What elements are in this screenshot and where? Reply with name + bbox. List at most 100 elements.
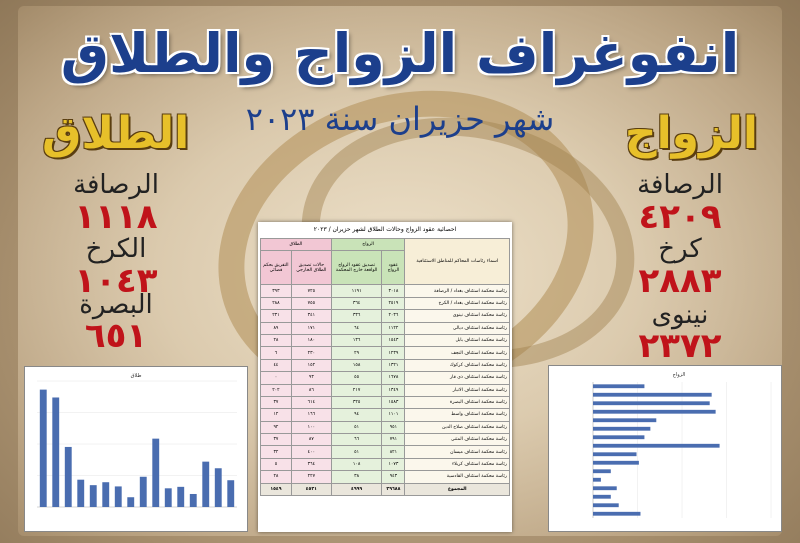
- cell-dr: ٣٦٤: [290, 457, 332, 472]
- cell-mr: ٣٨: [330, 470, 383, 484]
- divorce-chart-bar: [77, 479, 85, 507]
- cell-name: رئاسة محكمة استئناف كربلاء: [404, 457, 510, 472]
- page-title: انفوغراف الزواج والطلاق: [60, 22, 740, 85]
- marriage-heading: الزواج: [624, 108, 758, 159]
- cell-m: ٩٥١: [381, 420, 406, 435]
- divorce-chart-title: طلاق: [131, 373, 142, 379]
- table-title: احصائية عقود الزواج وحالات الطلاق لشهر ح…: [260, 224, 510, 238]
- group-divorce-header: الطلاق: [260, 237, 332, 252]
- col-marriage-contracts: عقود الزواج: [381, 250, 406, 286]
- divorce-heading: الطلاق: [42, 108, 190, 159]
- cell-m: ١٥٤٣: [381, 333, 406, 348]
- cell-name: رئاسة محكمة استئناف بغداد / الرصافة: [404, 284, 510, 298]
- cell-dc: ٢٨: [260, 333, 292, 348]
- table-row: رئاسة محكمة استئناف الانبار ١٣٤٩ ٢١٧ ٨٦ ٢٠٢: [260, 383, 510, 397]
- marriage-value-2: ٢٨٨٣: [638, 261, 722, 301]
- cell-dc: ١٥٤٩: [260, 482, 292, 497]
- cell-dr: ١٦٦: [290, 408, 332, 422]
- cell-dc: ٤٤: [260, 358, 292, 373]
- cell-name: رئاسة محكمة استئناف الانبار: [404, 383, 510, 397]
- cell-mr: ١٣٦: [330, 333, 383, 348]
- cell-m: ١٢٣٩: [381, 346, 406, 360]
- cell-dr: ٤٠٠: [290, 445, 332, 459]
- divorce-chart-bar: [152, 438, 160, 507]
- cell-m: ١١٢٢: [381, 321, 406, 335]
- cell-dr: ٣٤١: [290, 309, 332, 323]
- cell-dr: ٤٥٣١: [290, 482, 332, 497]
- divorce-value-3: ٦٥١: [84, 316, 148, 356]
- cell-dr: ١٨٠: [290, 333, 332, 348]
- marriage-chart-bar: [593, 486, 617, 491]
- marriage-value-1: ٤٢٠٩: [638, 197, 722, 237]
- divorce-chart-bar: [39, 389, 47, 507]
- cell-dr: ١٧١: [290, 321, 332, 335]
- cell-dc: ٠: [260, 371, 292, 385]
- cell-m: ١٠٧٣: [381, 457, 406, 472]
- cell-m: ١٣٢١: [381, 358, 406, 373]
- marriage-chart-title: الزواج: [673, 372, 686, 378]
- table-row: رئاسة محكمة استئناف بغداد / الكرخ ٢٥١٩ ٣٦٤…: [260, 296, 510, 311]
- divorce-chart-bar: [102, 482, 110, 507]
- cell-mr: ٦٤: [330, 321, 383, 335]
- table-row: رئاسة محكمة استئناف ذي قار ١٦٧٨ ٥٥ ٩٣ ٠: [260, 371, 510, 385]
- marriage-chart-bar: [593, 511, 641, 516]
- cell-dr: ٧٢٥: [290, 284, 332, 298]
- cell-mr: ٥١: [330, 420, 383, 435]
- divorce-value-2: ١٠٤٣: [74, 261, 158, 301]
- cell-m: ٣٠١٨: [381, 284, 406, 298]
- cell-dc: ٣٧: [260, 395, 292, 410]
- table-row: رئاسة محكمة استئناف صلاح الدين ٩٥١ ٥١ ١٠٠ ٩٢: [260, 420, 510, 435]
- marriage-chart-bar: [593, 460, 639, 465]
- cell-dc: ٣٩٣: [260, 284, 292, 298]
- cell-name: رئاسة محكمة استئناف البصرة: [404, 395, 510, 410]
- table-row: رئاسة محكمة استئناف البصرة ١٥٨٣ ٣٢٥ ٦١٤ ٣٧: [260, 395, 510, 410]
- cell-m: ١١٠١: [381, 408, 406, 422]
- marriage-chart-bar: [593, 469, 611, 474]
- cell-m: ٨٢١: [381, 445, 406, 459]
- marriage-chart-svg: الزواج: [592, 372, 772, 518]
- divorce-chart-svg: طلاق: [37, 373, 237, 508]
- cell-name: رئاسة محكمة استئناف ميسان: [404, 445, 510, 459]
- divorce-chart-bar: [139, 476, 147, 507]
- cell-name: رئاسة محكمة استئناف صلاح الدين: [404, 420, 510, 435]
- cell-name: رئاسة محكمة استئناف ذي قار: [404, 371, 510, 385]
- divorce-chart-bar: [52, 397, 60, 507]
- table-row: رئاسة محكمة استئناف بغداد / الرصافة ٣٠١٨ ١…: [260, 284, 510, 298]
- divorce-chart-bar: [114, 486, 122, 507]
- statistics-table: احصائية عقود الزواج وحالات الطلاق لشهر ح…: [258, 222, 512, 532]
- marriage-region-1: الرصافة: [637, 170, 723, 200]
- cell-mr: ١٥٨: [330, 358, 383, 373]
- group-marriage-header: الزواج: [330, 237, 406, 252]
- marriage-chart-bar: [593, 418, 657, 423]
- marriage-chart-bar: [593, 409, 716, 414]
- table-row: رئاسة محكمة استئناف واسط ١١٠١ ٩٤ ١٦٦ ١٢: [260, 408, 510, 422]
- marriage-value-3: ٢٣٧٢: [638, 326, 722, 366]
- cell-dr: ٧٥٥: [290, 296, 332, 311]
- cell-name: رئاسة محكمة استئناف النجف: [404, 346, 510, 360]
- cell-dc: ٣٢: [260, 445, 292, 459]
- cell-m: ٩٤٣: [381, 470, 406, 484]
- divorce-chart-bar: [177, 486, 185, 507]
- marriage-chart-bar: [593, 384, 645, 389]
- cell-name: رئاسة محكمة استئناف بغداد / الكرخ: [404, 296, 510, 311]
- cell-dc: ١٢: [260, 408, 292, 422]
- cell-dr: ٢٢٧: [290, 470, 332, 484]
- marriage-chart-bar: [593, 452, 637, 457]
- col-marriage-ratified: تصديق عقود الزواج الواقعة خارج المحكمة: [330, 250, 383, 286]
- cell-mr: ١٠٨: [330, 457, 383, 472]
- cell-mr: ٢٩: [330, 346, 383, 360]
- col-divorce-court: التفريق بحكم قضائي: [260, 250, 292, 286]
- marriage-chart-bar: [593, 477, 601, 482]
- cell-dc: ٨٩: [260, 321, 292, 335]
- page-subtitle: شهر حزيران سنة ٢٠٢٣: [245, 100, 555, 138]
- table-row: رئاسة محكمة استئناف القادسية ٩٤٣ ٣٨ ٢٢٧ ٢٨: [260, 470, 510, 484]
- divorce-chart-bar: [202, 461, 210, 507]
- cell-m: ٧٩١: [381, 433, 406, 447]
- table-row: رئاسة محكمة استئناف المثنى ٧٩١ ٦٦ ٨٧ ٣٧: [260, 433, 510, 447]
- col-divorce-ratified: حالات تصديق الطلاق الخارجي: [290, 250, 332, 286]
- divorce-chart-bar: [164, 488, 172, 507]
- divorce-chart-bar: [189, 493, 197, 507]
- divorce-chart-bar: [227, 480, 235, 507]
- marriage-chart-bar: [593, 401, 710, 406]
- cell-mr: ٥٥: [330, 371, 383, 385]
